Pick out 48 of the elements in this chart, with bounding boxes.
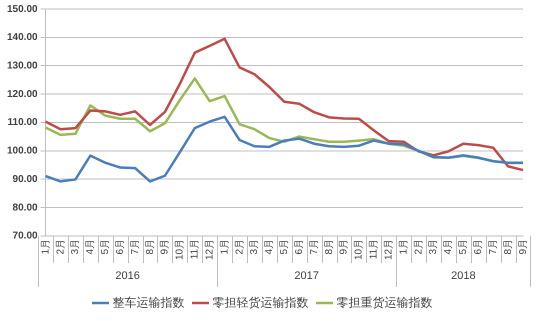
y-tick-label: 140.00 [6, 32, 38, 44]
x-tick-label: 4月 [264, 238, 276, 254]
legend-label: 零担重货运输指数 [336, 295, 432, 310]
x-tick-label: 10月 [174, 238, 186, 260]
legend-label: 零担轻货运输指数 [212, 295, 308, 310]
y-tick-label: 110.00 [8, 117, 38, 128]
y-tick-label: 70.00 [12, 230, 38, 242]
y-tick-label: 120.00 [6, 88, 38, 100]
x-tick-label: 8月 [144, 238, 156, 254]
y-tick-label: 100.00 [6, 146, 38, 157]
x-tick-label: 7月 [488, 238, 499, 254]
x-tick-label: 4月 [443, 238, 454, 254]
x-tick-label: 8月 [324, 238, 335, 254]
x-tick-label: 3月 [428, 238, 440, 254]
text: 2016 [115, 270, 140, 282]
x-tick-label: 11月 [190, 238, 201, 260]
text: 2018 [451, 270, 476, 282]
x-tick-label: 6月 [472, 238, 484, 254]
x-tick-label: 1月 [40, 238, 52, 254]
y-tick-label: 150.00 [6, 4, 38, 15]
x-tick-label: 7月 [130, 238, 141, 254]
x-tick-label: 8月 [502, 238, 514, 254]
x-tick-label: 5月 [100, 238, 112, 254]
x-tick-label: 5月 [279, 238, 290, 254]
legend-label: 整车运输指数 [112, 295, 184, 310]
x-tick-label: 10月 [354, 238, 365, 260]
x-tick-label: 5月 [458, 238, 470, 254]
y-tick-label: 80.00 [12, 202, 38, 214]
x-tick-label: 11月 [368, 238, 380, 260]
x-tick-label: 3月 [249, 238, 260, 254]
x-tick-label: 1月 [219, 238, 230, 254]
x-tick-label: 2月 [413, 238, 424, 254]
x-tick-label: 7月 [308, 238, 320, 254]
x-tick-label: 6月 [294, 238, 305, 254]
x-tick-label: 2月 [55, 238, 66, 254]
x-tick-label: 12月 [204, 238, 216, 260]
x-tick-label: 2月 [234, 238, 246, 254]
x-tick-label: 9月 [160, 238, 171, 254]
x-tick-label: 6月 [114, 238, 126, 254]
x-tick-label: 9月 [518, 238, 529, 254]
x-tick-label: 9月 [338, 238, 350, 254]
x-tick-label: 3月 [70, 238, 82, 254]
text: 2017 [294, 270, 319, 282]
y-tick-label: 130.00 [6, 60, 38, 72]
x-tick-label: 4月 [85, 238, 96, 254]
x-tick-label: 1月 [398, 238, 410, 254]
y-tick-label: 90.00 [12, 174, 38, 185]
x-tick-label: 12月 [383, 238, 394, 260]
